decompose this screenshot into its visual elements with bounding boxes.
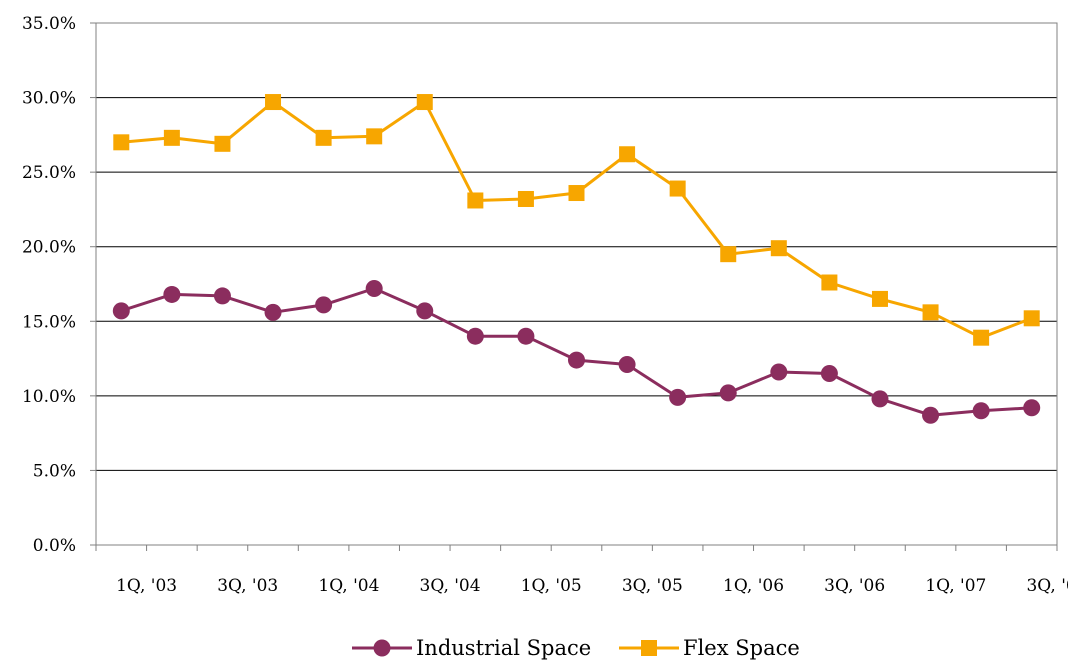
data-point — [315, 296, 333, 314]
data-point — [517, 190, 534, 207]
data-point — [1023, 310, 1040, 327]
data-point — [821, 274, 838, 291]
series-line — [121, 100, 1033, 340]
data-point — [416, 302, 434, 320]
legend-label: Industrial Space — [416, 636, 591, 660]
data-point — [972, 402, 990, 420]
data-point — [315, 129, 332, 146]
data-point — [770, 363, 788, 381]
data-point — [770, 240, 787, 257]
data-point — [922, 406, 940, 424]
x-tick-label: 3Q, '07 — [1026, 576, 1068, 596]
data-point — [264, 303, 282, 321]
data-point — [113, 134, 130, 151]
data-point — [568, 351, 585, 369]
data-point — [112, 302, 130, 320]
x-tick-label: 1Q, '07 — [925, 576, 986, 596]
data-point — [163, 285, 181, 303]
y-tick-label: 15.0% — [22, 312, 76, 332]
data-point — [366, 128, 383, 145]
legend-label: Flex Space — [683, 636, 800, 660]
gridlines — [96, 97, 1057, 471]
data-point — [871, 290, 888, 307]
y-tick-label: 25.0% — [22, 163, 76, 183]
data-point — [214, 135, 231, 152]
data-point — [619, 146, 636, 163]
x-axis-tick-labels: 1Q, '03 3Q, '03 1Q, '04 3Q, '04 1Q, '05 3Q, '… — [116, 576, 1068, 596]
legend-marker — [373, 639, 391, 657]
y-tick-label: 35.0% — [22, 14, 76, 34]
y-tick-label: 0.0% — [33, 536, 76, 556]
y-tick-label: 30.0% — [22, 89, 76, 109]
data-point — [213, 287, 231, 305]
data-point — [265, 94, 282, 111]
data-point — [719, 384, 737, 402]
y-tick-label: 10.0% — [22, 387, 76, 407]
legend-item: Industrial Space — [352, 636, 591, 660]
data-point — [973, 329, 990, 346]
legend-item: Flex Space — [619, 636, 800, 660]
data-point — [720, 246, 737, 263]
data-point — [467, 192, 484, 209]
data-point — [871, 390, 889, 408]
x-tick-label: 1Q, '05 — [521, 576, 582, 596]
data-point — [416, 94, 433, 111]
y-axis-tick-labels: 0.0% 5.0% 10.0% 15.0% 20.0% 25.0% 30.0% 35.0% — [22, 14, 76, 556]
x-tick-label: 1Q, '06 — [723, 576, 784, 596]
x-tick-label: 1Q, '04 — [318, 576, 379, 596]
axes — [90, 22, 1058, 551]
data-point — [568, 185, 585, 202]
y-tick-label: 5.0% — [33, 461, 76, 481]
x-tick-label: 1Q, '03 — [116, 576, 177, 596]
data-point — [163, 129, 180, 146]
plot-frame — [95, 22, 1058, 546]
data-point — [618, 356, 636, 374]
x-tick-label: 3Q, '05 — [622, 576, 683, 596]
x-tick-label: 3Q, '04 — [420, 576, 481, 596]
legend: Industrial Space Flex Space — [352, 636, 800, 660]
legend-marker — [641, 640, 657, 656]
data-point — [365, 279, 383, 297]
data-point — [820, 364, 838, 382]
y-tick-label: 20.0% — [22, 238, 76, 258]
series-markers — [112, 94, 1041, 424]
data-point — [669, 180, 686, 197]
data-point — [466, 327, 484, 345]
data-point — [669, 388, 687, 406]
data-point — [1023, 399, 1041, 417]
data-point — [517, 327, 535, 345]
x-tick-label: 3Q, '06 — [824, 576, 885, 596]
data-point — [922, 304, 939, 321]
x-tick-label: 3Q, '03 — [217, 576, 278, 596]
